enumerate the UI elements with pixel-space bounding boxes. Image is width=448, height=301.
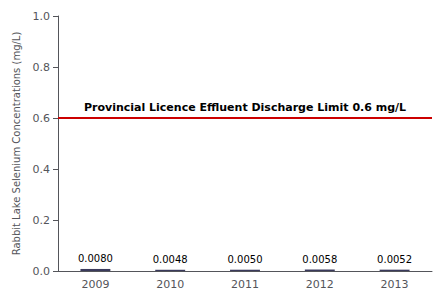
- svg-text:0.0080: 0.0080: [78, 253, 113, 264]
- svg-text:0.2: 0.2: [33, 214, 51, 227]
- svg-text:1.0: 1.0: [33, 10, 51, 23]
- svg-text:2011: 2011: [231, 278, 259, 291]
- svg-text:0.0048: 0.0048: [153, 254, 188, 265]
- svg-text:0.4: 0.4: [33, 163, 51, 176]
- svg-text:0.0052: 0.0052: [377, 254, 412, 265]
- svg-text:2012: 2012: [306, 278, 334, 291]
- svg-text:Rabbit Lake Selenium Concentra: Rabbit Lake Selenium Concentrations (mg/…: [11, 32, 22, 256]
- svg-text:0.6: 0.6: [33, 112, 51, 125]
- svg-text:0.0050: 0.0050: [228, 254, 263, 265]
- svg-text:0.8: 0.8: [33, 61, 51, 74]
- svg-text:Provincial Licence Effluent Di: Provincial Licence Effluent Discharge Li…: [84, 101, 406, 114]
- svg-text:2009: 2009: [81, 278, 109, 291]
- svg-text:0.0058: 0.0058: [302, 254, 337, 265]
- svg-text:2010: 2010: [156, 278, 184, 291]
- svg-text:2013: 2013: [381, 278, 409, 291]
- svg-text:0.0: 0.0: [33, 265, 51, 278]
